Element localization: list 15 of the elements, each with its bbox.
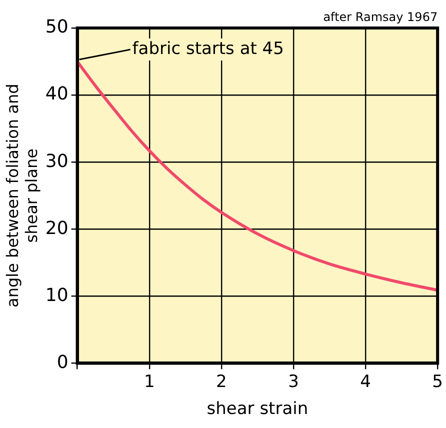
y-tick-label: 20 <box>45 218 68 239</box>
x-tick-label: 5 <box>432 372 444 392</box>
text: after Ramsay 1967 <box>323 10 438 24</box>
y-tick-label: 50 <box>45 16 68 38</box>
x-tick-label: 4 <box>360 372 371 392</box>
annotation: fabric starts at 45 <box>132 38 284 59</box>
y-axis-title: angle between foliation and shear plane <box>2 84 41 308</box>
y-tick-label: 30 <box>45 150 68 172</box>
y-tick-label: 0 <box>56 352 68 373</box>
y-tick-label: 10 <box>45 284 68 306</box>
x-tick-label: 3 <box>288 372 299 392</box>
x-axis-title: shear strain <box>206 399 308 420</box>
y-tick-label: 40 <box>45 84 68 105</box>
x-tick-label: 1 <box>144 372 155 392</box>
x-tick-label: 2 <box>216 372 227 392</box>
